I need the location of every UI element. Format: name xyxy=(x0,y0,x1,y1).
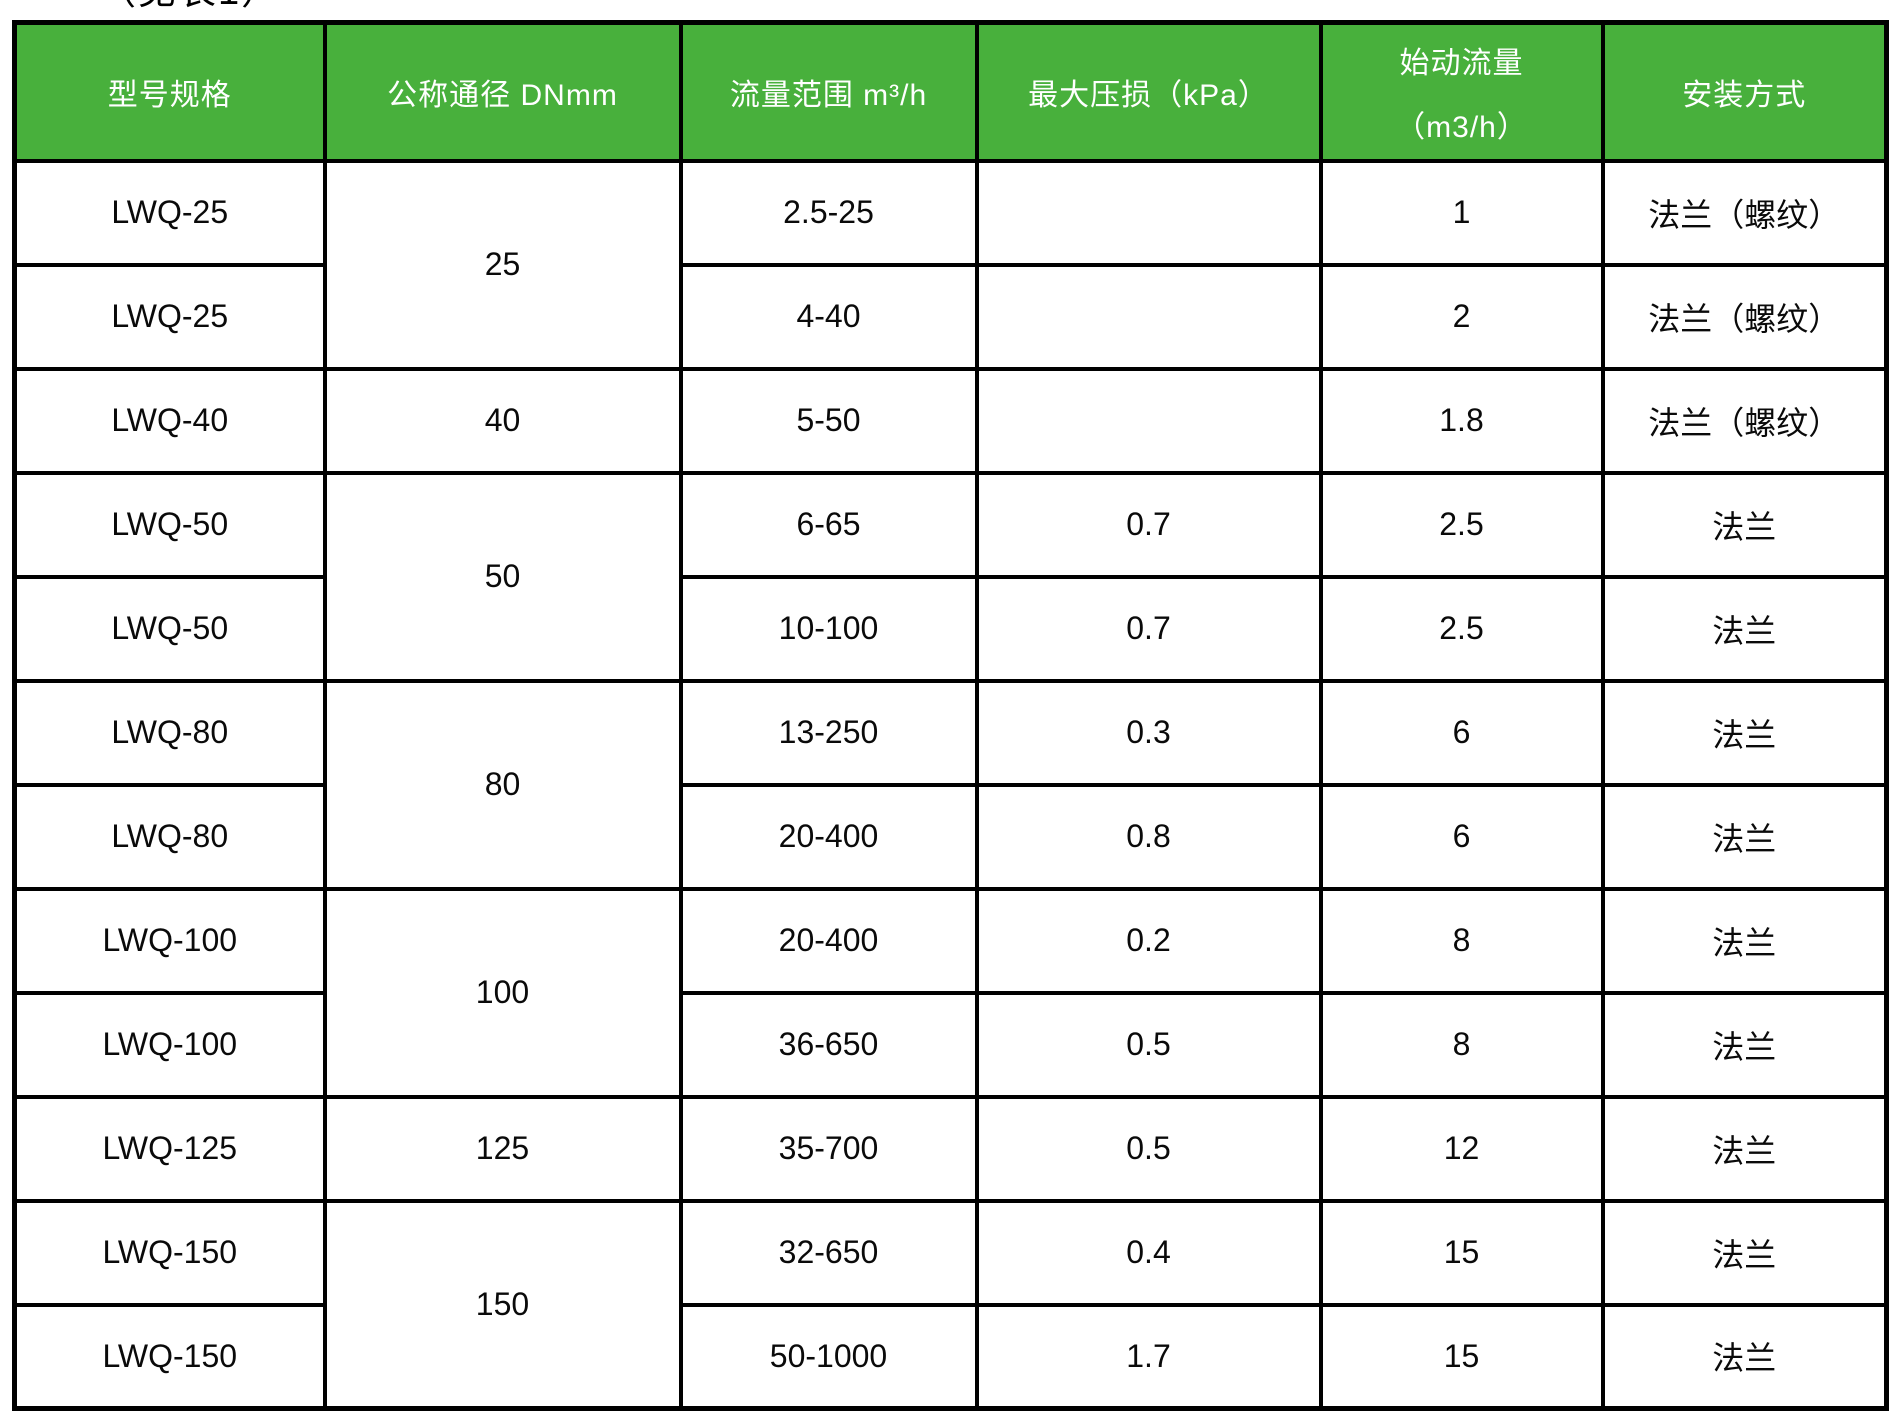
cell-install: 法兰（螺纹） xyxy=(1600,158,1889,267)
cell-loss: 0.7 xyxy=(974,470,1323,579)
cell-start: 8 xyxy=(1318,886,1605,995)
cell-start: 6 xyxy=(1318,782,1605,891)
cell-model: LWQ-80 xyxy=(12,678,327,787)
cell-loss: 0.4 xyxy=(974,1198,1323,1307)
cell-model: LWQ-25 xyxy=(12,262,327,371)
cell-dn-merged: 50 xyxy=(322,470,683,683)
cell-range: 13-250 xyxy=(678,678,979,787)
cell-start: 12 xyxy=(1318,1094,1605,1203)
cell-install: 法兰 xyxy=(1600,1094,1889,1203)
cell-model: LWQ-150 xyxy=(12,1302,327,1411)
cell-range: 4-40 xyxy=(678,262,979,371)
cell-install: 法兰（螺纹） xyxy=(1600,262,1889,371)
cell-model: LWQ-50 xyxy=(12,574,327,683)
cell-range: 35-700 xyxy=(678,1094,979,1203)
cell-range: 6-65 xyxy=(678,470,979,579)
cell-model: LWQ-80 xyxy=(12,782,327,891)
cell-dn-merged: 100 xyxy=(322,886,683,1099)
cell-install: 法兰 xyxy=(1600,1198,1889,1307)
cell-start: 2.5 xyxy=(1318,574,1605,683)
header-install: 安装方式 xyxy=(1600,20,1889,163)
table-row: LWQ-25 25 2.5-25 1 法兰（螺纹） xyxy=(12,158,1889,371)
table-row: LWQ-100 100 20-400 0.2 8 法兰 xyxy=(12,886,1889,1099)
header-pressure-loss: 最大压损（kPa） xyxy=(974,20,1323,163)
cell-start: 15 xyxy=(1318,1302,1605,1411)
cell-start: 6 xyxy=(1318,678,1605,787)
cell-dn: 125 xyxy=(322,1094,683,1203)
cell-install: 法兰 xyxy=(1600,990,1889,1099)
cell-loss: 1.7 xyxy=(974,1302,1323,1411)
table-row: LWQ-150 50-1000 1.7 15 法兰 xyxy=(12,1302,1889,1411)
cell-model: LWQ-100 xyxy=(12,990,327,1099)
header-start-flow-line1: 始动流量 xyxy=(1399,46,1524,80)
cell-install: 法兰（螺纹） xyxy=(1600,366,1889,475)
cell-loss: 0.5 xyxy=(974,1094,1323,1203)
cell-range: 50-1000 xyxy=(678,1302,979,1411)
cell-range: 36-650 xyxy=(678,990,979,1099)
table-row: LWQ-125 125 35-700 0.5 12 法兰 xyxy=(12,1094,1889,1203)
table-row: LWQ-150 150 32-650 0.4 15 法兰 xyxy=(12,1198,1889,1411)
table-row: LWQ-100 36-650 0.5 8 法兰 xyxy=(12,990,1889,1099)
cell-install: 法兰 xyxy=(1600,678,1889,787)
cell-loss xyxy=(974,158,1323,267)
cell-start: 2 xyxy=(1318,262,1605,371)
cell-model: LWQ-40 xyxy=(12,366,327,475)
cell-install: 法兰 xyxy=(1600,1302,1889,1411)
cell-start: 8 xyxy=(1318,990,1605,1099)
cell-dn-merged: 25 xyxy=(322,158,683,371)
cell-loss xyxy=(974,262,1323,371)
cell-model: LWQ-150 xyxy=(12,1198,327,1307)
page-note-text: （见表1） xyxy=(98,0,418,16)
cell-range: 5-50 xyxy=(678,366,979,475)
cell-range: 10-100 xyxy=(678,574,979,683)
cell-install: 法兰 xyxy=(1600,886,1889,995)
cell-install: 法兰 xyxy=(1600,782,1889,891)
cell-loss: 0.8 xyxy=(974,782,1323,891)
cell-start: 1.8 xyxy=(1318,366,1605,475)
header-flow-range: 流量范围 m³/h xyxy=(678,20,979,163)
cell-loss xyxy=(974,366,1323,475)
cell-start: 15 xyxy=(1318,1198,1605,1307)
cell-model: LWQ-50 xyxy=(12,470,327,579)
table-row: LWQ-50 50 6-65 0.7 2.5 法兰 xyxy=(12,470,1889,683)
cell-loss: 0.7 xyxy=(974,574,1323,683)
table-row: LWQ-80 20-400 0.8 6 法兰 xyxy=(12,782,1889,891)
cell-range: 20-400 xyxy=(678,886,979,995)
cell-range: 20-400 xyxy=(678,782,979,891)
table-header-row: 型号规格 公称通径 DNmm 流量范围 m³/h 最大压损（kPa） 始动流量 … xyxy=(12,20,1889,163)
table-row: LWQ-50 10-100 0.7 2.5 法兰 xyxy=(12,574,1889,683)
cell-install: 法兰 xyxy=(1600,470,1889,579)
header-start-flow-line2: （m3/h） xyxy=(1395,110,1528,144)
cell-dn: 40 xyxy=(322,366,683,475)
cell-start: 2.5 xyxy=(1318,470,1605,579)
cell-loss: 0.5 xyxy=(974,990,1323,1099)
header-model: 型号规格 xyxy=(12,20,327,163)
cell-model: LWQ-25 xyxy=(12,158,327,267)
cell-range: 2.5-25 xyxy=(678,158,979,267)
cell-model: LWQ-100 xyxy=(12,886,327,995)
cell-range: 32-650 xyxy=(678,1198,979,1307)
flowmeter-spec-table: 型号规格 公称通径 DNmm 流量范围 m³/h 最大压损（kPa） 始动流量 … xyxy=(12,20,1889,1411)
header-start-flow: 始动流量 （m3/h） xyxy=(1318,20,1605,163)
cell-model: LWQ-125 xyxy=(12,1094,327,1203)
cell-start: 1 xyxy=(1318,158,1605,267)
header-dn: 公称通径 DNmm xyxy=(322,20,683,163)
cell-dn-merged: 150 xyxy=(322,1198,683,1411)
cell-install: 法兰 xyxy=(1600,574,1889,683)
cell-dn-merged: 80 xyxy=(322,678,683,891)
table-row: LWQ-25 4-40 2 法兰（螺纹） xyxy=(12,262,1889,371)
table-row: LWQ-40 40 5-50 1.8 法兰（螺纹） xyxy=(12,366,1889,475)
page-note-clipped: （见表1） xyxy=(98,0,418,17)
cell-loss: 0.2 xyxy=(974,886,1323,995)
cell-loss: 0.3 xyxy=(974,678,1323,787)
table-row: LWQ-80 80 13-250 0.3 6 法兰 xyxy=(12,678,1889,891)
